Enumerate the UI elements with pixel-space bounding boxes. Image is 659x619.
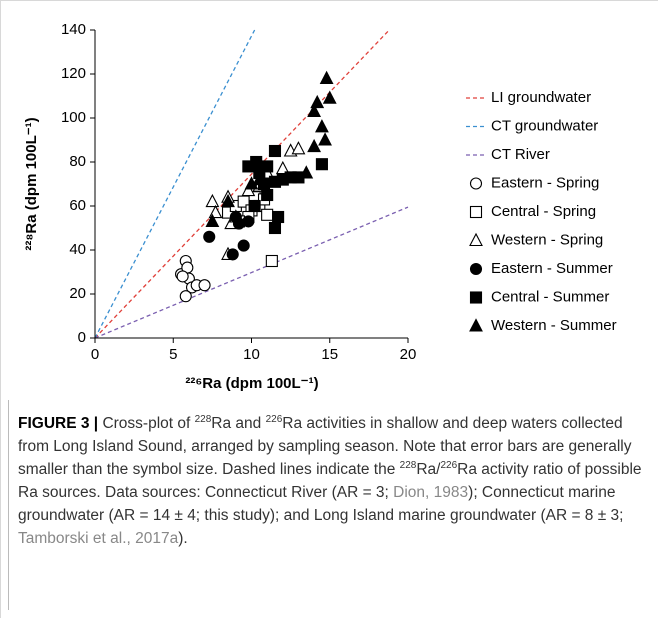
caption-sup: 226	[440, 459, 458, 471]
data-point	[241, 182, 256, 197]
caption-link[interactable]: Dion, 1983	[393, 484, 469, 501]
caption-sup: 226	[265, 413, 283, 425]
x-tick-label: 20	[400, 346, 417, 363]
data-point	[226, 248, 239, 261]
data-point	[179, 290, 192, 303]
ratio-line	[94, 29, 390, 339]
caption-sup: 228	[399, 459, 417, 471]
data-point	[265, 254, 278, 268]
legend-label: Central - Summer	[491, 288, 609, 305]
x-tick-label: 15	[321, 346, 338, 363]
legend-label: Western - Spring	[491, 231, 603, 248]
legend-label: Central - Spring	[491, 203, 596, 220]
legend-label: Western - Summer	[491, 317, 617, 334]
x-tick-label: 0	[91, 346, 99, 363]
data-point	[268, 175, 282, 188]
data-point	[244, 158, 259, 172]
ratio-line	[94, 206, 409, 339]
legend-label: CT River	[491, 146, 550, 163]
data-point	[242, 215, 255, 228]
y-tick-label: 40	[69, 241, 86, 258]
data-point	[307, 103, 322, 117]
y-tick-label: 60	[69, 197, 86, 214]
y-axis-label: ²²⁸Ra (dpm 100L⁻¹)	[23, 117, 40, 250]
data-point	[272, 210, 285, 224]
x-tick-label: 5	[169, 346, 177, 363]
data-point	[221, 193, 235, 208]
y-tick-label: 80	[69, 153, 86, 170]
legend-key	[469, 318, 483, 332]
caption: FIGURE 3 | Cross-plot of 228Ra and 226Ra…	[18, 412, 646, 550]
data-point	[315, 158, 328, 171]
data-point	[318, 132, 332, 146]
data-point	[261, 160, 274, 173]
caption-sup: 228	[194, 413, 212, 425]
caption-text: Ra and	[211, 415, 266, 432]
data-point	[307, 138, 322, 153]
data-point	[198, 279, 211, 292]
legend-key	[469, 205, 483, 219]
data-point	[268, 144, 282, 158]
y-tick-label: 120	[61, 65, 86, 82]
data-point	[176, 270, 189, 283]
x-tick-label: 10	[243, 346, 260, 363]
y-tick-label: 140	[61, 21, 86, 38]
data-point	[315, 119, 329, 133]
y-tick-label: 0	[78, 329, 86, 346]
caption-text: Ra activity ratio of possible Ra sources…	[18, 461, 642, 501]
caption-text: ); Connecticut marine groundwater (AR = …	[18, 484, 624, 524]
caption-bar	[8, 400, 9, 610]
legend-label: CT groundwater	[491, 117, 598, 134]
legend-key	[469, 262, 483, 276]
data-point	[261, 208, 274, 221]
data-point	[229, 210, 242, 224]
data-point	[299, 165, 314, 179]
legend-label: LI groundwater	[491, 89, 591, 106]
legend-key	[469, 177, 483, 190]
caption-bold: FIGURE 3 |	[18, 415, 103, 432]
data-point	[310, 94, 325, 109]
caption-text: Ra/	[416, 461, 441, 478]
data-point	[237, 239, 250, 252]
data-point	[203, 230, 216, 243]
data-point	[268, 221, 282, 235]
caption-text: Ra activities in shallow and deep waters…	[18, 415, 632, 478]
caption-text: Cross-plot of	[102, 415, 195, 432]
data-point	[291, 141, 306, 155]
data-point	[322, 90, 337, 104]
legend-key	[469, 232, 483, 247]
y-tick-label: 100	[61, 109, 86, 126]
legend-key	[469, 291, 483, 304]
data-point	[319, 70, 334, 84]
ratio-line	[94, 29, 256, 339]
data-point	[252, 171, 267, 186]
legend-label: Eastern - Spring	[491, 174, 599, 191]
data-point	[205, 213, 220, 227]
y-tick-label: 20	[69, 285, 86, 302]
chart: ²²⁸Ra (dpm 100L⁻¹) ²²⁶Ra (dpm 100L⁻¹) 0 2…	[23, 21, 617, 392]
caption-link[interactable]: Tamborski et al., 2017a	[18, 530, 179, 547]
x-axis-label: ²²⁶Ra (dpm 100L⁻¹)	[185, 375, 318, 392]
data-point	[248, 199, 261, 213]
caption-text: ).	[178, 530, 188, 547]
data-point	[261, 188, 274, 202]
legend-label: Eastern - Summer	[491, 260, 613, 277]
data-point	[205, 193, 220, 208]
